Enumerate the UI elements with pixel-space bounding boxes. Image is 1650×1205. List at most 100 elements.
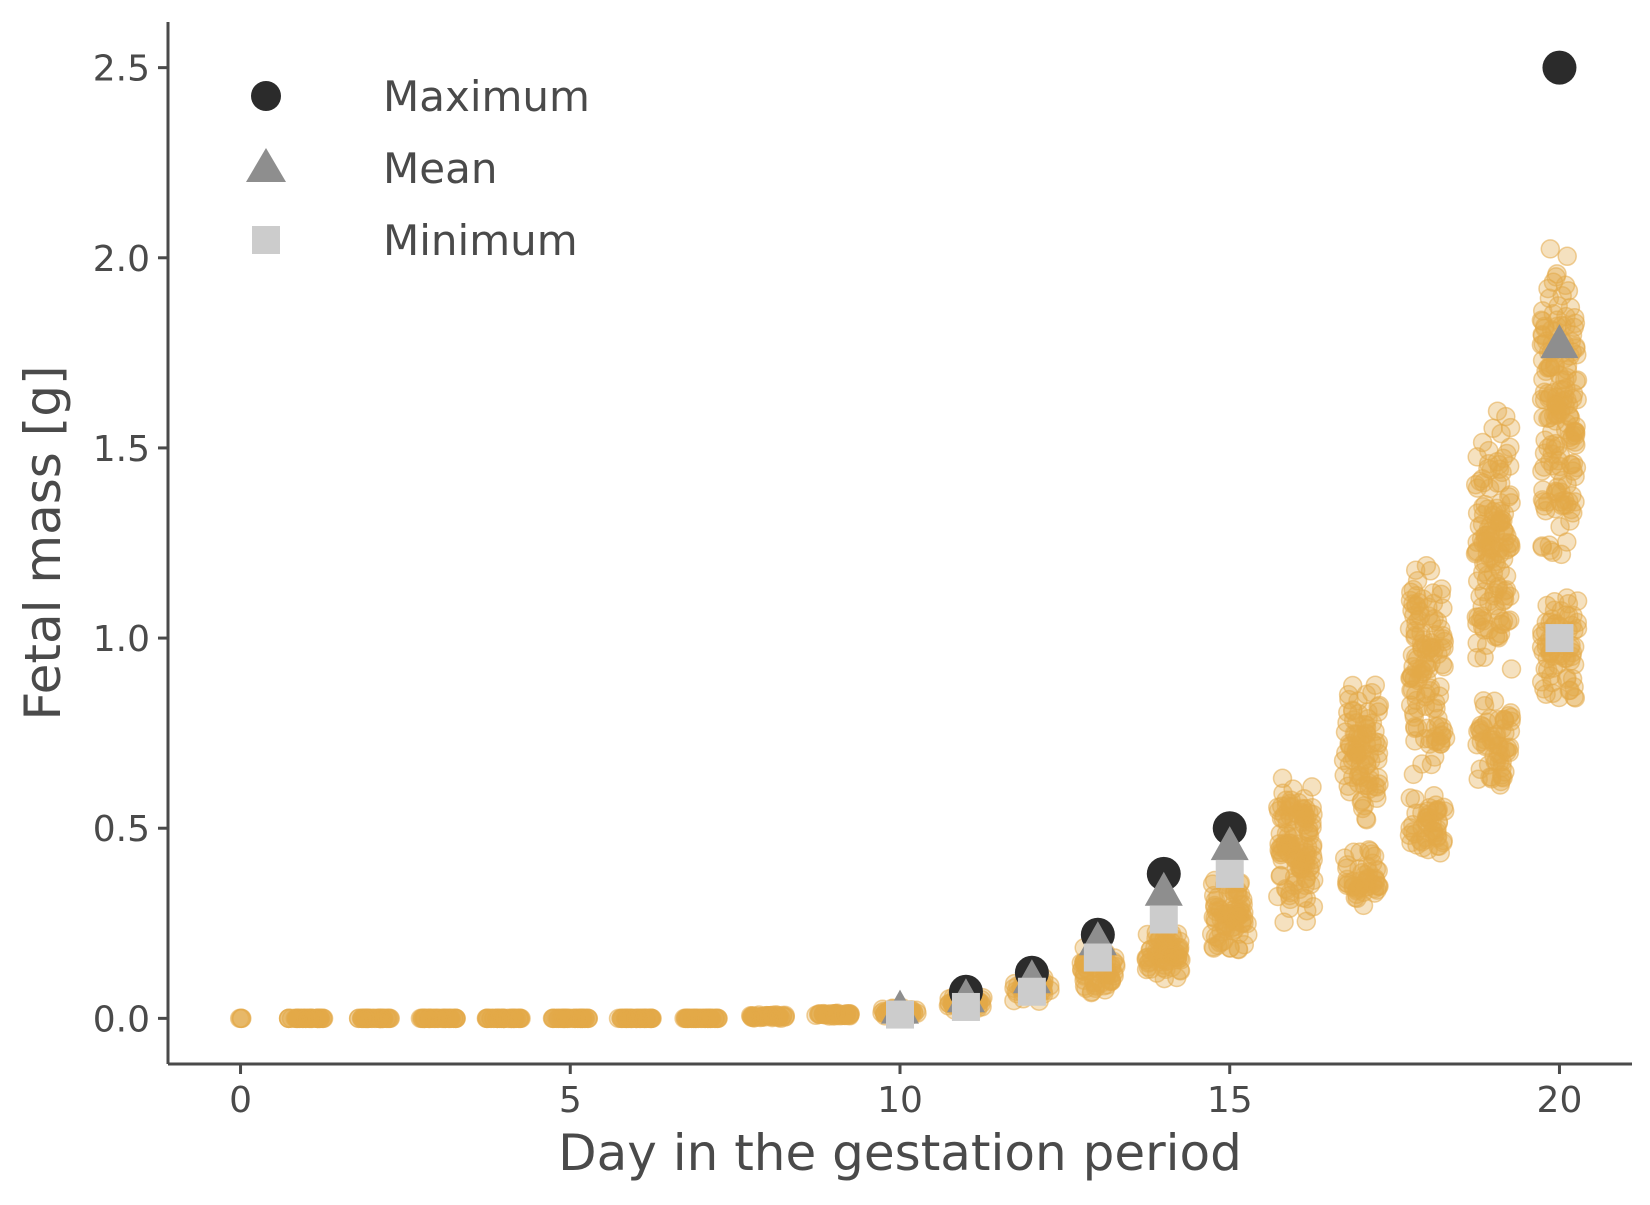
summary-markers: [881, 50, 1579, 1029]
observation-point: [1160, 946, 1181, 966]
observation-point: [1567, 370, 1588, 390]
y-tick-label: 0.0: [93, 999, 150, 1040]
observation-point: [1228, 939, 1248, 959]
mean-marker: [1540, 324, 1579, 359]
observation-point: [763, 1006, 783, 1027]
observation-point: [1399, 619, 1420, 639]
observation-point: [1303, 804, 1323, 825]
observation-point: [1425, 693, 1446, 713]
observation-point: [231, 1008, 252, 1029]
observation-point: [1468, 769, 1488, 789]
observation-point: [1560, 408, 1581, 428]
observation-point: [1365, 776, 1385, 797]
observation-point: [1360, 841, 1380, 862]
y-tick-label: 2.5: [93, 49, 150, 90]
observation-point: [1565, 492, 1585, 512]
legend-label-mean: Mean: [383, 144, 497, 193]
observation-point: [302, 1008, 322, 1029]
observation-point: [1548, 404, 1568, 424]
observation-point: [1154, 968, 1175, 989]
observation-point: [1365, 721, 1385, 742]
observation-point: [546, 1008, 567, 1029]
observation-point: [1565, 466, 1585, 487]
observation-point: [377, 1008, 398, 1029]
observation-point: [1499, 456, 1520, 476]
x-tick-label: 15: [1207, 1080, 1253, 1121]
observation-point: [278, 1008, 299, 1029]
observation-point: [1485, 551, 1505, 572]
observation-point: [1343, 700, 1363, 720]
observation-point: [1563, 605, 1583, 626]
y-tick-label: 1.0: [93, 619, 150, 660]
observation-point: [1495, 723, 1515, 743]
legend-label-maximum: Maximum: [383, 72, 590, 121]
minimum-marker: [1545, 624, 1574, 653]
observation-point: [1402, 680, 1423, 700]
mean-marker: [1144, 871, 1183, 906]
observation-point: [296, 1008, 316, 1029]
observation-point: [371, 1008, 392, 1029]
observation-point: [1434, 656, 1454, 677]
observation-point: [1339, 781, 1360, 802]
observation-point: [490, 1008, 510, 1029]
observation-point: [1481, 514, 1501, 535]
observation-point: [510, 1008, 531, 1029]
observation-point: [1417, 814, 1438, 834]
observation-point: [1533, 491, 1554, 512]
observation-point: [503, 1008, 523, 1029]
observation-points: [229, 239, 1588, 1029]
observation-point: [708, 1008, 728, 1029]
observation-point: [1555, 275, 1576, 296]
observation-point: [1149, 951, 1170, 972]
observation-point: [1493, 448, 1513, 469]
observation-point: [1500, 533, 1521, 554]
observation-point: [1500, 485, 1520, 505]
observation-point: [1557, 246, 1577, 267]
observation-point: [1430, 843, 1451, 863]
observation-point: [1399, 825, 1420, 845]
observation-point: [1297, 900, 1317, 921]
observation-point: [1473, 505, 1494, 525]
x-axis-ticks: 0 5 10 15 20: [229, 1064, 1582, 1121]
observation-point: [1465, 543, 1486, 564]
observation-point: [1084, 971, 1104, 992]
observation-point: [1209, 899, 1229, 920]
observation-point: [413, 1008, 434, 1029]
observation-point: [1369, 695, 1390, 716]
observation-point: [1416, 555, 1437, 576]
x-tick-label: 10: [877, 1080, 923, 1121]
observation-point: [1289, 879, 1310, 900]
observation-point: [742, 1007, 762, 1028]
observation-point: [1419, 804, 1439, 825]
observation-point: [446, 1008, 466, 1029]
observation-point: [1474, 729, 1495, 750]
observation-point: [1474, 695, 1495, 716]
minimum-marker: [886, 1000, 914, 1029]
observation-point: [1474, 620, 1495, 640]
observation-point: [810, 1004, 831, 1025]
observation-point: [1494, 532, 1515, 553]
x-tick-label: 0: [229, 1080, 252, 1121]
observation-point: [1534, 679, 1554, 699]
observation-point: [1473, 497, 1493, 517]
x-tick-label: 20: [1537, 1080, 1583, 1121]
observation-point: [675, 1008, 696, 1029]
observation-point: [1549, 687, 1569, 708]
legend-label-minimum: Minimum: [383, 216, 578, 265]
observation-point: [1432, 717, 1452, 738]
observation-point: [1348, 877, 1369, 898]
legend-item-mean: Mean: [246, 144, 497, 193]
observation-point: [1348, 691, 1368, 711]
observation-point: [554, 1008, 575, 1029]
observation-point: [1532, 311, 1553, 331]
observation-point: [1537, 660, 1558, 680]
observation-point: [1531, 672, 1552, 692]
observation-point: [1534, 443, 1555, 463]
observation-point: [1557, 532, 1577, 552]
observation-point: [1405, 718, 1425, 739]
legend-item-minimum: Minimum: [252, 216, 578, 265]
observation-point: [1560, 454, 1581, 475]
observation-point: [1487, 401, 1508, 421]
